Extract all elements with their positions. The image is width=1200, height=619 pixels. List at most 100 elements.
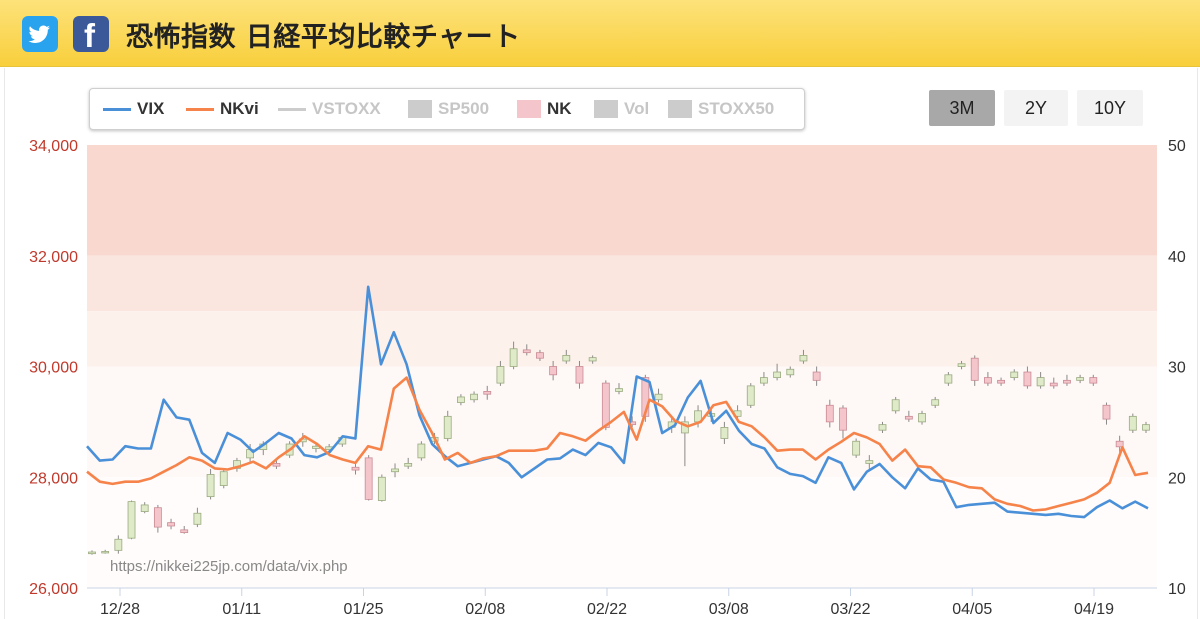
nk-candle-body bbox=[918, 413, 926, 423]
facebook-share-button[interactable]: f bbox=[73, 16, 109, 54]
nk-candle-body bbox=[957, 363, 966, 367]
legend-swatch bbox=[186, 108, 214, 111]
twitter-icon bbox=[28, 25, 50, 43]
x-axis-tick-label: 04/19 bbox=[1074, 601, 1114, 618]
nk-candle-body bbox=[219, 471, 228, 486]
right-axis-tick-label: 10 bbox=[1168, 581, 1186, 598]
source-watermark: https://nikkei225jp.com/data/vix.php bbox=[110, 558, 348, 575]
legend-swatch bbox=[594, 100, 618, 118]
nk-candle-body bbox=[509, 348, 518, 367]
nk-candle-body bbox=[786, 368, 795, 376]
x-axis-tick-label: 01/25 bbox=[343, 601, 383, 618]
nk-candle-body bbox=[377, 476, 386, 501]
nk-candle-body bbox=[206, 474, 215, 498]
nk-candle-body bbox=[1115, 440, 1124, 448]
right-axis-tick-label: 30 bbox=[1168, 360, 1186, 377]
risk-band-0 bbox=[87, 145, 1157, 256]
left-axis-tick-label: 32,000 bbox=[29, 249, 78, 266]
range-button-3m[interactable]: 3M bbox=[929, 90, 995, 126]
x-axis-tick-label: 01/11 bbox=[222, 601, 261, 618]
nk-candle-body bbox=[1076, 377, 1085, 381]
nk-candle-body bbox=[272, 463, 281, 467]
range-button-2y[interactable]: 2Y bbox=[1004, 90, 1068, 126]
series-line-vix bbox=[86, 285, 1149, 519]
nk-candle-body bbox=[1010, 371, 1019, 378]
nk-candle-body bbox=[891, 399, 900, 412]
nk-candle-body bbox=[760, 377, 768, 384]
range-button-10y[interactable]: 10Y bbox=[1077, 90, 1143, 126]
nk-candle-body bbox=[536, 352, 544, 359]
nk-candle-body bbox=[549, 366, 558, 376]
legend-label: NK bbox=[547, 99, 572, 118]
nk-candle-body bbox=[153, 507, 162, 528]
legend-label: STOXX50 bbox=[698, 99, 775, 118]
nk-candle-body bbox=[878, 424, 887, 431]
nk-candle-body bbox=[865, 460, 874, 464]
nk-candle-body bbox=[825, 404, 834, 423]
nk-candle-body bbox=[193, 512, 202, 525]
x-axis-tick-label: 03/08 bbox=[709, 601, 749, 618]
nk-candle-body bbox=[720, 427, 729, 439]
risk-band-4 bbox=[87, 477, 1157, 588]
page-title: 恐怖指数 日経平均比較チャート bbox=[126, 22, 521, 53]
legend-swatch bbox=[278, 108, 306, 111]
twitter-share-button[interactable] bbox=[22, 16, 58, 52]
nk-candle-body bbox=[496, 366, 505, 384]
nk-candle-body bbox=[773, 371, 781, 378]
nk-candle-body bbox=[588, 357, 597, 362]
nk-candle-body bbox=[601, 382, 610, 428]
nk-candle-body bbox=[443, 415, 452, 439]
nk-candle-body bbox=[483, 391, 492, 395]
nk-candle-body bbox=[364, 457, 373, 500]
x-axis-tick-label: 04/05 bbox=[952, 601, 992, 618]
series-line-nkvi bbox=[86, 376, 1149, 512]
left-axis-tick-label: 28,000 bbox=[29, 470, 78, 487]
legend-label: VIX bbox=[137, 99, 165, 118]
nk-candle-body bbox=[1023, 371, 1032, 387]
left-axis-tick-label: 30,000 bbox=[29, 360, 78, 377]
risk-band-2 bbox=[87, 311, 1157, 367]
x-axis-tick-label: 02/08 bbox=[465, 601, 505, 618]
legend-swatch bbox=[408, 100, 432, 118]
nk-candle-body bbox=[1063, 379, 1071, 384]
nk-candle-body bbox=[391, 468, 399, 473]
right-axis-tick-label: 40 bbox=[1168, 249, 1186, 266]
nk-candle-body bbox=[1102, 404, 1111, 420]
chart-legend: VIX NKvi VSTOXX SP500 NK Vol STOXX50 bbox=[89, 88, 805, 130]
nk-candle-body bbox=[1049, 382, 1058, 387]
nk-candle-body bbox=[522, 349, 531, 354]
nk-candle-body bbox=[944, 374, 953, 384]
legend-swatch bbox=[103, 108, 131, 111]
nk-candle-body bbox=[167, 522, 175, 527]
nk-candle-body bbox=[615, 388, 623, 392]
nk-candle-body bbox=[839, 407, 847, 431]
nk-candle-body bbox=[351, 466, 360, 471]
nk-candle-body bbox=[88, 551, 96, 555]
nk-candle-body bbox=[799, 355, 808, 362]
nk-candle-body bbox=[1089, 377, 1098, 384]
nk-candle-body bbox=[1036, 377, 1045, 387]
nk-candle-body bbox=[101, 551, 110, 554]
x-axis-tick-label: 02/22 bbox=[587, 601, 627, 618]
nk-candle-body bbox=[746, 385, 755, 406]
nk-candle-body bbox=[812, 371, 821, 381]
nk-candle-body bbox=[562, 355, 571, 362]
facebook-icon: f bbox=[84, 17, 95, 54]
nk-candle-body bbox=[984, 377, 992, 384]
legend-label: Vol bbox=[624, 99, 650, 118]
nk-candle-body bbox=[417, 443, 426, 459]
right-axis-tick-label: 50 bbox=[1168, 138, 1186, 155]
nk-candle-body bbox=[404, 463, 413, 467]
right-axis-tick-label: 20 bbox=[1168, 470, 1186, 487]
nk-candle-body bbox=[997, 379, 1005, 384]
legend-swatch bbox=[517, 100, 541, 118]
nk-candle-body bbox=[852, 440, 861, 456]
nk-candle-body bbox=[575, 366, 584, 384]
nk-candle-body bbox=[180, 529, 189, 534]
nk-candle-body bbox=[470, 393, 478, 401]
nk-candle-body bbox=[127, 501, 136, 539]
nk-candle-body bbox=[114, 538, 123, 551]
nk-candle-body bbox=[970, 357, 979, 381]
x-axis-tick-label: 12/28 bbox=[100, 601, 140, 618]
